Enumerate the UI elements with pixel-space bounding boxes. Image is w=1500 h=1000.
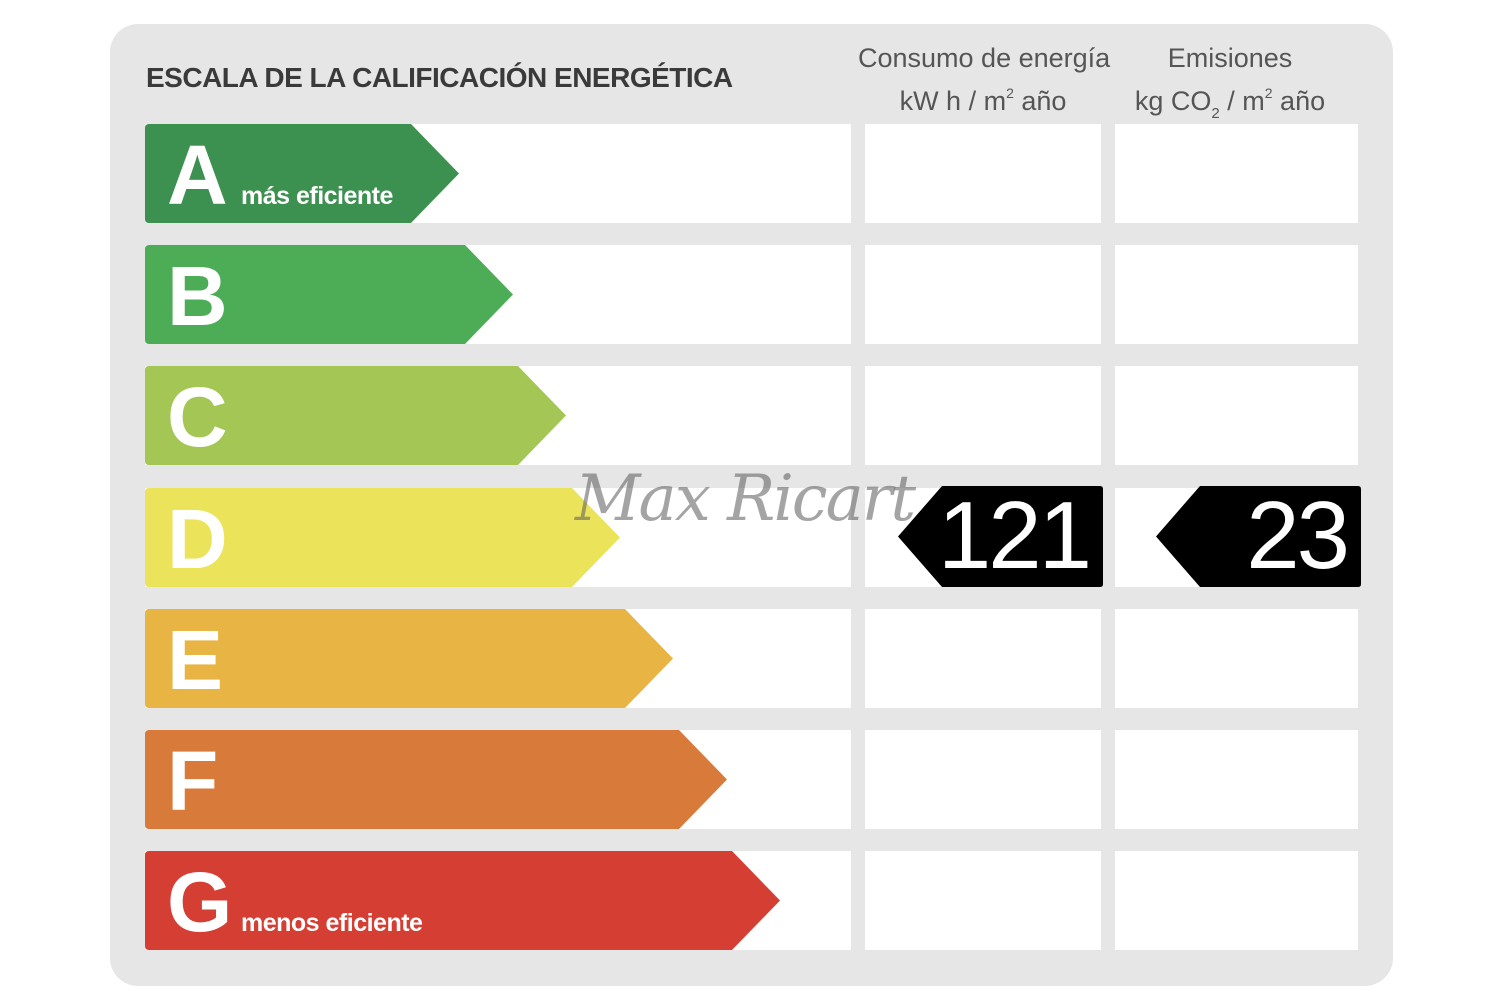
emissions-rating-tag: 23 — [1156, 486, 1361, 587]
class-sublabel: menos eficiente — [241, 909, 423, 937]
class-letter: D — [167, 492, 228, 586]
class-arrow-e: E — [145, 609, 673, 708]
class-letter: B — [167, 249, 228, 343]
tag-value: 23 — [1246, 482, 1350, 589]
energy-header-unit: kW h / m2 año — [899, 85, 1067, 116]
energy-cell-e — [865, 609, 1101, 708]
energy-header-line1: Consumo de energía — [858, 43, 1111, 73]
energy-cell-g — [865, 851, 1101, 950]
class-arrow-b: B — [145, 245, 513, 344]
class-arrow-d: D — [145, 488, 620, 587]
class-arrow-f: F — [145, 730, 727, 829]
emissions-cell-f — [1115, 730, 1358, 829]
class-sublabel: más eficiente — [241, 182, 393, 210]
class-arrow-shape — [145, 609, 673, 708]
emissions-cell-e — [1115, 609, 1358, 708]
class-letter: F — [167, 734, 219, 828]
class-arrow-shape — [145, 124, 459, 223]
class-arrow-shape — [145, 366, 566, 465]
emissions-column-header: Emisiones kg CO2 / m2 año — [1110, 40, 1350, 130]
class-letter: A — [167, 128, 228, 222]
tag-shape — [1156, 486, 1361, 587]
class-arrow-c: C — [145, 366, 566, 465]
tag-value: 121 — [937, 482, 1092, 589]
energy-cell-f — [865, 730, 1101, 829]
emissions-header-line1: Emisiones — [1167, 43, 1293, 73]
class-letter: C — [167, 370, 228, 464]
energy-cell-b — [865, 245, 1101, 344]
emissions-cell-g — [1115, 851, 1358, 950]
emissions-cell-c — [1115, 366, 1358, 465]
emissions-header-unit: kg CO2 / m2 año — [1134, 85, 1326, 123]
energy-rating-tag: 121 — [898, 486, 1103, 587]
watermark: Max Ricart — [575, 462, 916, 536]
tag-shape — [898, 486, 1103, 587]
class-arrow-shape — [145, 245, 513, 344]
class-letter: G — [167, 855, 233, 949]
class-arrow-shape — [145, 851, 780, 950]
class-arrow-shape — [145, 488, 620, 587]
class-letter: E — [167, 613, 224, 707]
energy-column-header: Consumo de energía kW h / m2 año — [858, 40, 1111, 120]
energy-cell-a — [865, 124, 1101, 223]
emissions-cell-a — [1115, 124, 1358, 223]
class-arrow-shape — [145, 730, 727, 829]
energy-cell-c — [865, 366, 1101, 465]
emissions-cell-b — [1115, 245, 1358, 344]
label-title: ESCALA DE LA CALIFICACIÓN ENERGÉTICA — [146, 62, 733, 93]
